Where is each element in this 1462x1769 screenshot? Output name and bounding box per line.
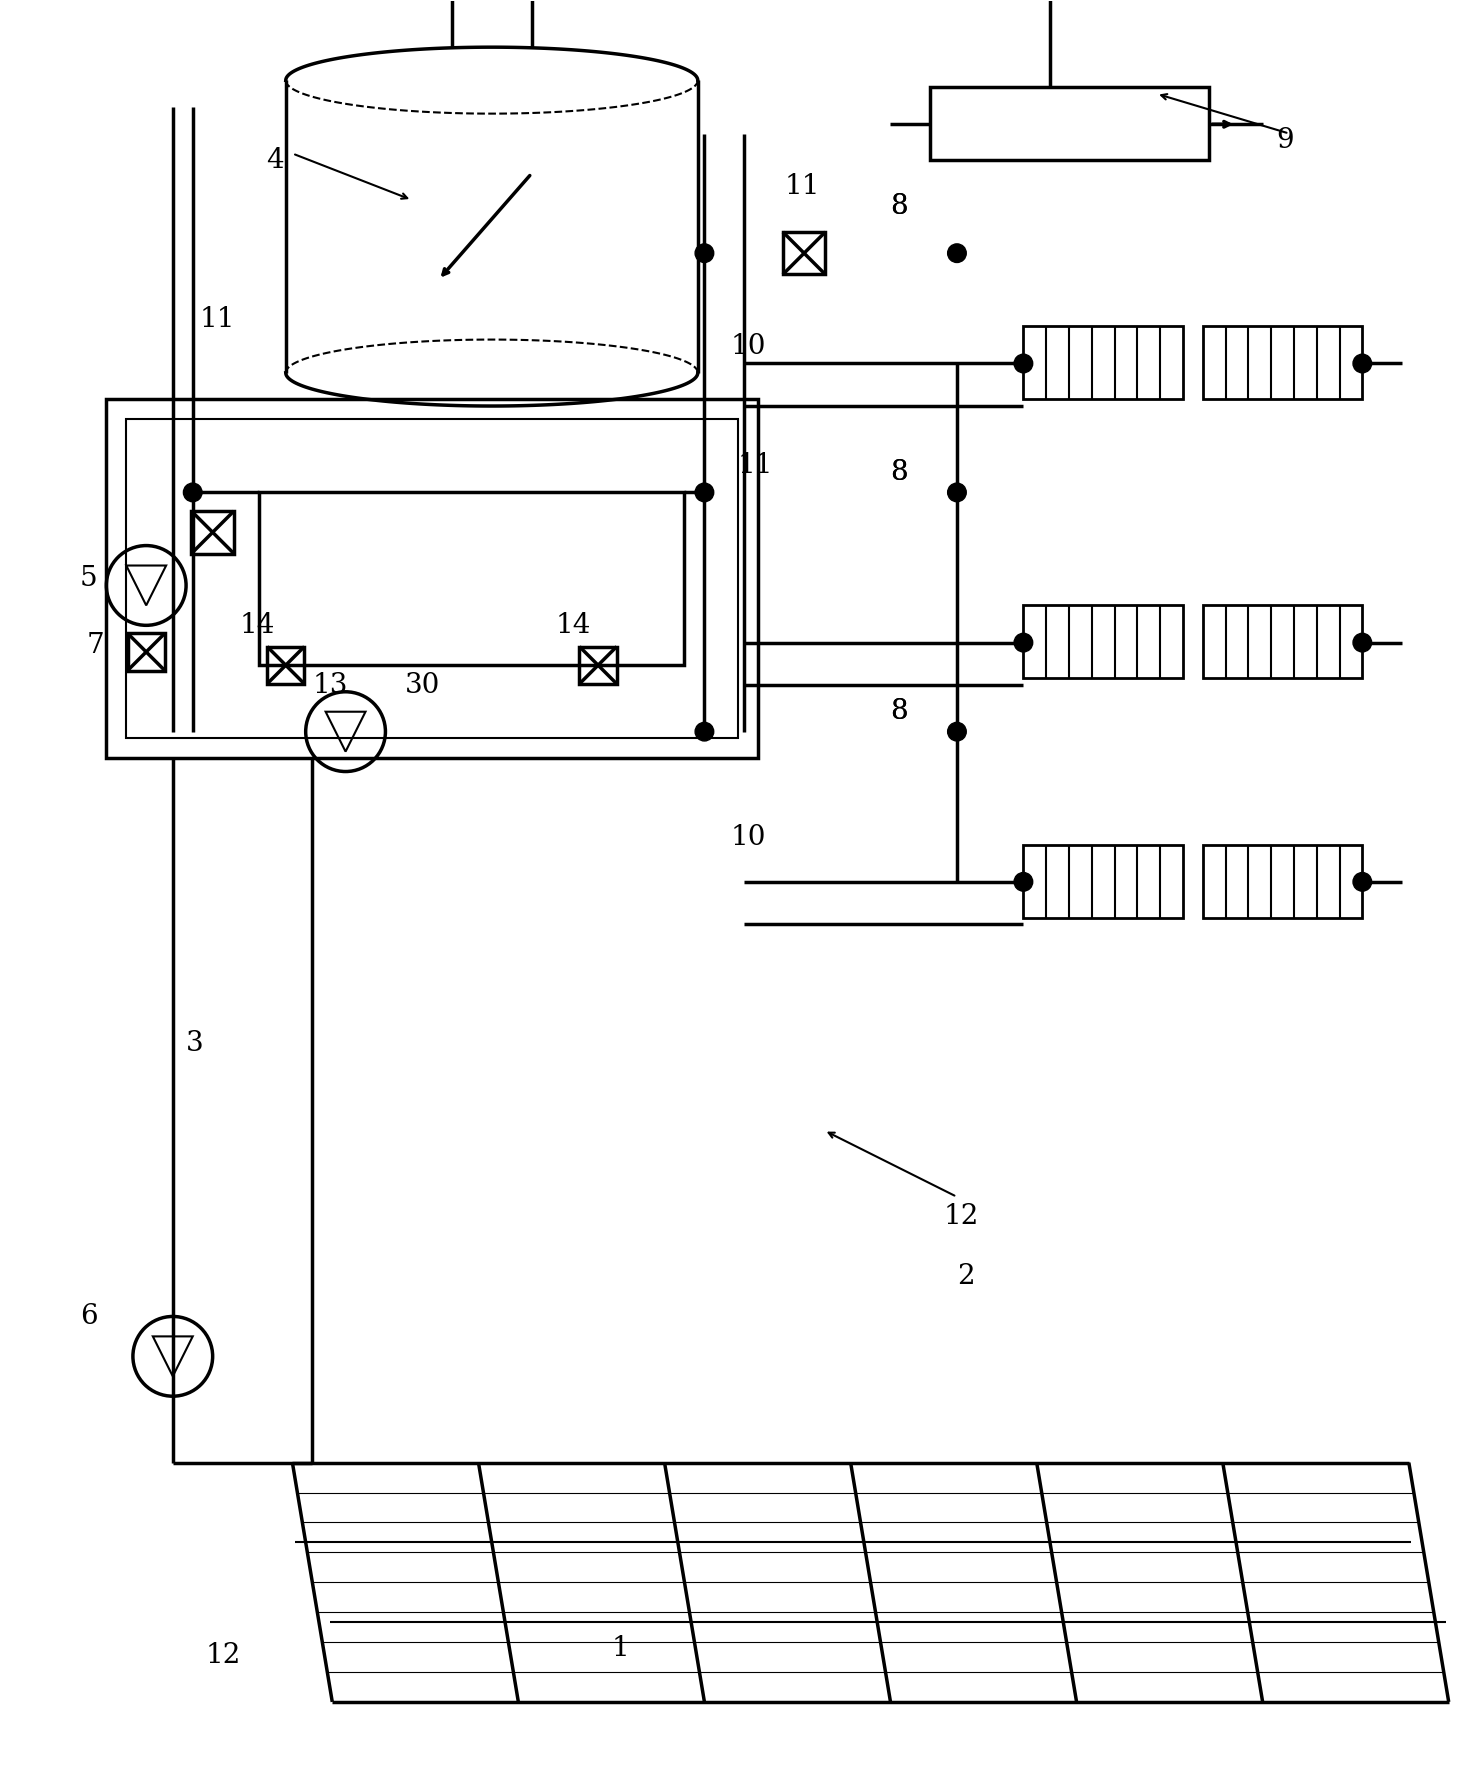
Circle shape bbox=[947, 483, 966, 502]
Text: 11: 11 bbox=[784, 173, 820, 200]
Bar bbox=[1023, 605, 1183, 679]
Bar bbox=[579, 647, 617, 685]
Text: 7: 7 bbox=[86, 632, 104, 658]
Bar bbox=[268, 647, 304, 685]
Bar bbox=[127, 633, 165, 670]
Text: 4: 4 bbox=[266, 147, 284, 173]
Text: 14: 14 bbox=[556, 612, 591, 639]
Text: 3: 3 bbox=[186, 1031, 203, 1058]
Text: 11: 11 bbox=[199, 306, 235, 333]
Text: 13: 13 bbox=[313, 672, 348, 699]
Text: 30: 30 bbox=[405, 672, 440, 699]
Text: 9: 9 bbox=[1276, 127, 1294, 154]
Text: 8: 8 bbox=[890, 193, 908, 219]
Bar bbox=[1023, 844, 1183, 918]
Text: 6: 6 bbox=[80, 1304, 98, 1330]
Text: 10: 10 bbox=[731, 824, 766, 851]
Bar bbox=[930, 87, 1209, 161]
Bar bbox=[192, 511, 234, 554]
Text: 8: 8 bbox=[890, 193, 908, 219]
Text: 12: 12 bbox=[206, 1642, 241, 1668]
Text: 8: 8 bbox=[890, 458, 908, 486]
Text: 8: 8 bbox=[890, 458, 908, 486]
Circle shape bbox=[694, 244, 713, 262]
Text: 10: 10 bbox=[731, 333, 766, 359]
Text: 1: 1 bbox=[611, 1635, 629, 1663]
Text: 12: 12 bbox=[943, 1203, 980, 1229]
Circle shape bbox=[694, 722, 713, 741]
Bar bbox=[259, 492, 684, 665]
Text: 8: 8 bbox=[890, 699, 908, 725]
Text: 8: 8 bbox=[890, 699, 908, 725]
Bar bbox=[126, 419, 738, 738]
Circle shape bbox=[1015, 354, 1032, 373]
Text: 2: 2 bbox=[958, 1263, 975, 1290]
Bar bbox=[1023, 325, 1183, 400]
Text: 14: 14 bbox=[240, 612, 275, 639]
Circle shape bbox=[1352, 633, 1371, 653]
Circle shape bbox=[947, 244, 966, 262]
Circle shape bbox=[1352, 354, 1371, 373]
Circle shape bbox=[694, 483, 713, 502]
Circle shape bbox=[1015, 872, 1032, 892]
Bar bbox=[107, 400, 757, 759]
Text: 5: 5 bbox=[80, 566, 98, 593]
Circle shape bbox=[1015, 633, 1032, 653]
Text: 11: 11 bbox=[738, 453, 773, 479]
Bar bbox=[1203, 325, 1363, 400]
Bar bbox=[1203, 844, 1363, 918]
Circle shape bbox=[1352, 872, 1371, 892]
Circle shape bbox=[183, 483, 202, 502]
Bar bbox=[782, 232, 826, 274]
Bar bbox=[1203, 605, 1363, 679]
Circle shape bbox=[947, 722, 966, 741]
